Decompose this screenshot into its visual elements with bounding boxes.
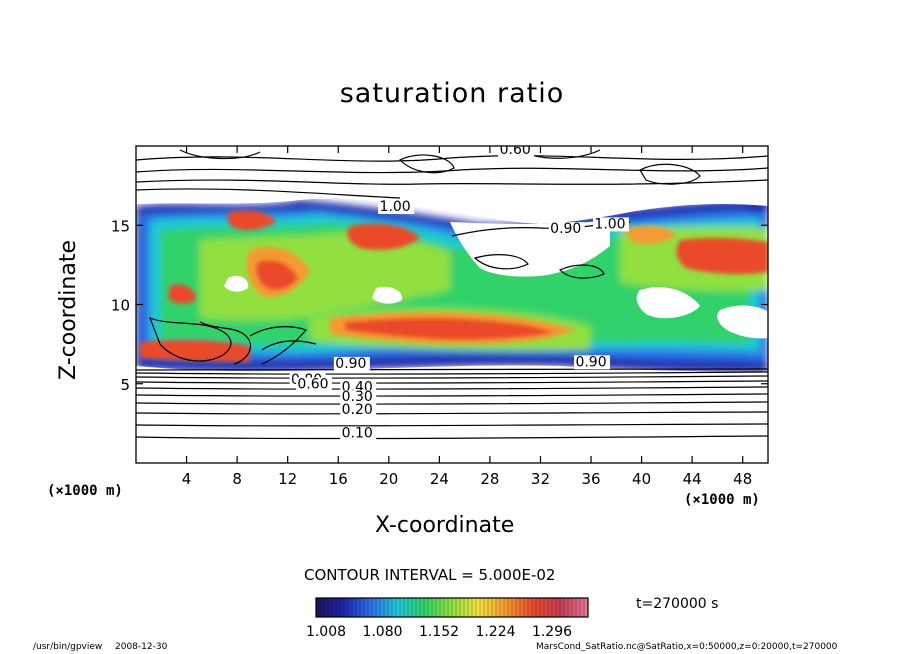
contour-label: 0.90	[550, 221, 581, 237]
x-tick-label: 8	[232, 470, 242, 488]
colorbar: 1.008 1.080 1.152 1.224 1.296	[306, 597, 589, 640]
x-tick-label: 44	[683, 470, 702, 488]
x-tick-label: 40	[632, 470, 651, 488]
contour-label-bg	[548, 222, 585, 237]
contour-label-bg	[333, 356, 370, 371]
colorbar-tick-label: 1.008	[306, 624, 346, 640]
x-axis-label: X-coordinate	[375, 513, 515, 538]
colorbar-tick-label: 1.152	[419, 624, 459, 640]
contour-interval-text: CONTOUR INTERVAL = 5.000E-02	[304, 566, 556, 584]
x-tick-label: 36	[581, 470, 600, 488]
contour-label-bg	[593, 217, 629, 232]
x-tick-label: 20	[379, 470, 398, 488]
x-tick-label: 24	[430, 470, 449, 488]
contour-label-bg	[378, 199, 415, 214]
x-tick-label: 4	[182, 470, 192, 488]
chart-title: saturation ratio	[339, 78, 565, 109]
contour-label: 0.10	[342, 426, 373, 442]
y-tick-label: 10	[111, 297, 130, 315]
x-tick-label: 12	[278, 470, 297, 488]
heatmap-field: 0.601.000.901.000.900.900.800.600.400.30…	[136, 142, 768, 463]
contour-label-bg	[574, 355, 611, 370]
contour-label: 0.60	[500, 142, 531, 158]
contour-label-group: 0.601.000.901.000.900.900.800.600.400.30…	[289, 142, 629, 442]
x-tick-label: 16	[329, 470, 348, 488]
contour-label-bg	[340, 426, 377, 441]
contour-label: 1.00	[380, 199, 411, 215]
y-axis: 5 10 15	[111, 217, 768, 394]
x-axis: 4 8 12 16 20 24 28 32 36 40 44 48	[182, 146, 752, 488]
time-label: t=270000 s	[636, 596, 719, 612]
y-axis-label: Z-coordinate	[56, 240, 81, 380]
x-tick-label: 28	[480, 470, 499, 488]
y-tick-label: 15	[111, 217, 130, 235]
colorbar-tick-label: 1.080	[362, 624, 402, 640]
contour-label-bg	[340, 402, 377, 417]
y-tick-label: 5	[120, 376, 130, 394]
contour-label: 0.90	[335, 356, 366, 372]
program-path: /usr/bin/gpview	[33, 642, 103, 652]
data-source: MarsCond_SatRatio.nc@SatRatio,x=0:50000,…	[536, 642, 838, 652]
contour-label: 0.30	[342, 389, 373, 405]
plot-date: 2008-12-30	[115, 642, 168, 652]
contour-label-bg	[295, 377, 332, 392]
x-tick-label: 32	[531, 470, 550, 488]
contour-label: 1.00	[594, 216, 625, 232]
colorbar-tick-label: 1.296	[532, 624, 572, 640]
contour-label: 0.60	[297, 377, 328, 393]
contour-label-bg	[340, 390, 377, 405]
x-unit-label-left: (×1000 m)	[47, 483, 123, 499]
contour-label-bg	[498, 146, 535, 157]
contour-label: 0.20	[342, 402, 373, 418]
x-unit-label-right: (×1000 m)	[684, 492, 760, 508]
colorbar-tick-label: 1.224	[475, 624, 515, 640]
x-tick-label: 48	[733, 470, 752, 488]
contour-label: 0.90	[575, 354, 606, 370]
